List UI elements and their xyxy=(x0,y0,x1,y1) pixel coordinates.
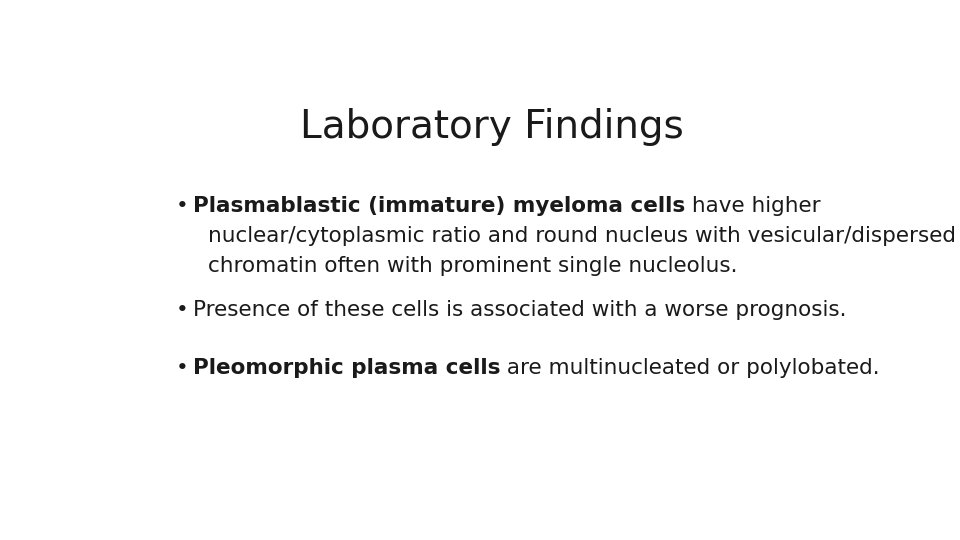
Text: Plasmablastic (immature) myeloma cells: Plasmablastic (immature) myeloma cells xyxy=(193,196,685,216)
Text: chromatin often with prominent single nucleolus.: chromatin often with prominent single nu… xyxy=(207,256,737,276)
Text: nuclear/cytoplasmic ratio and round nucleus with vesicular/dispersed: nuclear/cytoplasmic ratio and round nucl… xyxy=(207,226,956,246)
Text: are multinucleated or polylobated.: are multinucleated or polylobated. xyxy=(500,358,880,378)
Text: •: • xyxy=(176,196,188,216)
Text: •: • xyxy=(176,358,188,378)
Text: have higher: have higher xyxy=(685,196,821,216)
Text: Pleomorphic plasma cells: Pleomorphic plasma cells xyxy=(193,358,500,378)
Text: •: • xyxy=(176,300,188,320)
Text: Laboratory Findings: Laboratory Findings xyxy=(300,109,684,146)
Text: Presence of these cells is associated with a worse prognosis.: Presence of these cells is associated wi… xyxy=(193,300,847,320)
